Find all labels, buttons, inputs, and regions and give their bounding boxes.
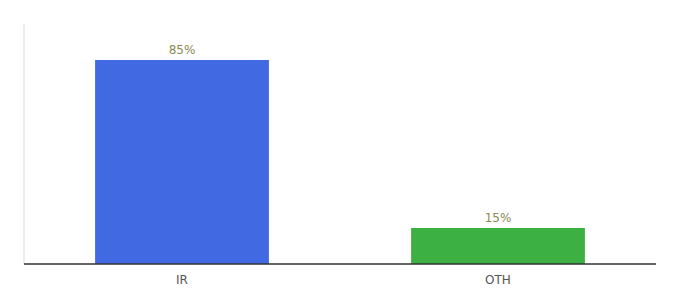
data-label: 85% [169,43,196,57]
x-tick-label: IR [176,273,188,287]
bars [95,60,585,264]
data-label: 15% [485,211,512,225]
chart: 85% 15% IR OTH [0,0,680,300]
x-axis-line [24,263,656,265]
bar [95,60,269,264]
x-tick-label: OTH [485,273,511,287]
y-range-line [24,24,25,264]
bar [411,228,585,264]
